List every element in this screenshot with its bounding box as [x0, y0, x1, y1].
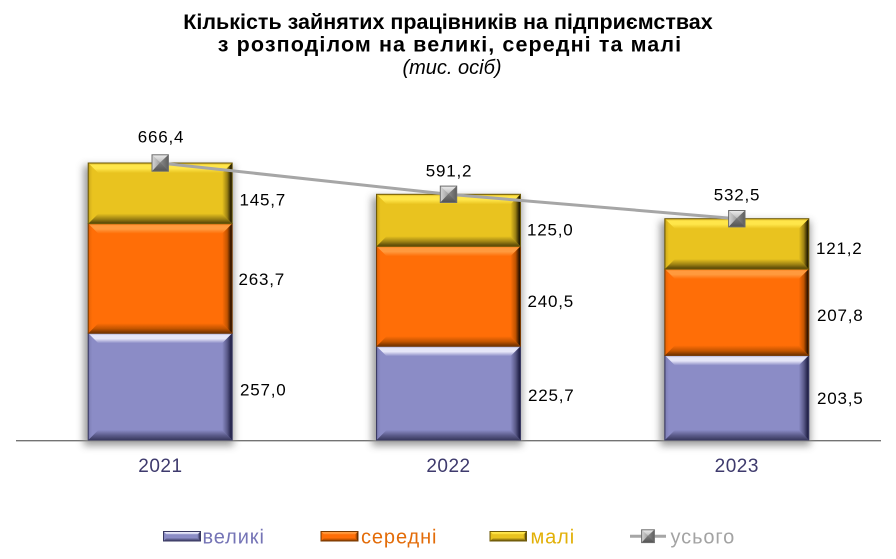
- svg-text:240,5: 240,5: [528, 292, 575, 311]
- svg-text:666,4: 666,4: [138, 128, 185, 147]
- svg-text:2023: 2023: [715, 456, 759, 477]
- svg-text:2022: 2022: [426, 456, 470, 477]
- svg-text:257,0: 257,0: [240, 381, 287, 400]
- svg-text:203,5: 203,5: [817, 389, 864, 408]
- svg-text:532,5: 532,5: [714, 186, 761, 205]
- svg-text:207,8: 207,8: [817, 306, 864, 325]
- svg-text:591,2: 591,2: [426, 162, 473, 181]
- svg-text:малі: малі: [531, 527, 576, 549]
- svg-text:2021: 2021: [138, 456, 182, 477]
- svg-text:з розподілом на великі, середн: з розподілом на великі, середні та малі: [218, 33, 682, 57]
- svg-text:(тис. осіб): (тис. осіб): [402, 57, 501, 79]
- svg-text:125,0: 125,0: [527, 221, 574, 240]
- svg-text:усього: усього: [671, 527, 736, 549]
- svg-text:середні: середні: [361, 527, 437, 549]
- svg-text:225,7: 225,7: [528, 386, 575, 405]
- svg-text:263,7: 263,7: [239, 270, 286, 289]
- svg-text:великі: великі: [203, 527, 265, 549]
- svg-text:Кількість зайнятих працівників: Кількість зайнятих працівників на підпри…: [183, 10, 713, 34]
- svg-text:145,7: 145,7: [240, 191, 287, 210]
- svg-text:121,2: 121,2: [816, 239, 863, 258]
